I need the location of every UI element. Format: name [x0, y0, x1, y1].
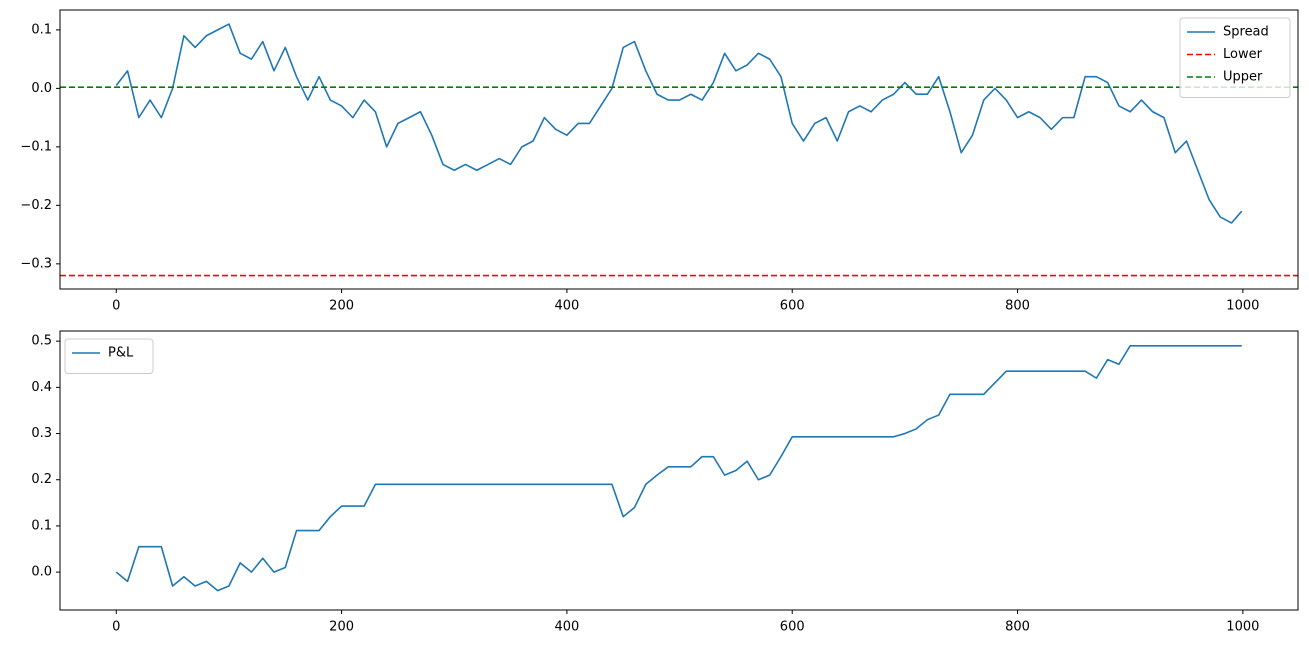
- y-tick-label: 0.5: [31, 334, 52, 349]
- y-tick-label: 0.1: [31, 22, 52, 37]
- y-tick-label: −0.2: [20, 198, 52, 213]
- y-tick-label: 0.2: [31, 472, 52, 487]
- y-tick-label: 0.3: [31, 426, 52, 441]
- y-tick-label: 0.0: [31, 565, 52, 580]
- x-tick-label: 200: [329, 620, 354, 635]
- series-line: [115, 344, 1242, 592]
- x-tick-label: 1000: [1226, 299, 1259, 314]
- legend-label: Upper: [1223, 70, 1263, 85]
- x-tick-label: 1000: [1226, 620, 1259, 635]
- x-tick-label: 0: [112, 620, 120, 635]
- x-tick-label: 800: [1005, 620, 1030, 635]
- x-tick-label: 200: [329, 299, 354, 314]
- y-tick-label: −0.3: [20, 256, 52, 271]
- y-tick-label: 0.0: [31, 81, 52, 96]
- series-line: [115, 23, 1243, 224]
- legend-box: [64, 338, 154, 374]
- y-tick-label: 0.1: [31, 518, 52, 533]
- x-tick-label: 600: [780, 299, 805, 314]
- y-tick-label: −0.1: [20, 139, 52, 154]
- y-tick-label: 0.4: [31, 380, 52, 395]
- legend-label: P&L: [108, 346, 134, 361]
- x-tick-label: 400: [554, 620, 579, 635]
- axes-frame: [59, 9, 1299, 290]
- axes-frame: [59, 330, 1299, 611]
- legend-label: Spread: [1223, 25, 1269, 40]
- x-tick-label: 600: [780, 620, 805, 635]
- x-tick-label: 800: [1005, 299, 1030, 314]
- x-tick-label: 400: [554, 299, 579, 314]
- legend-label: Lower: [1223, 47, 1263, 62]
- x-tick-label: 0: [112, 299, 120, 314]
